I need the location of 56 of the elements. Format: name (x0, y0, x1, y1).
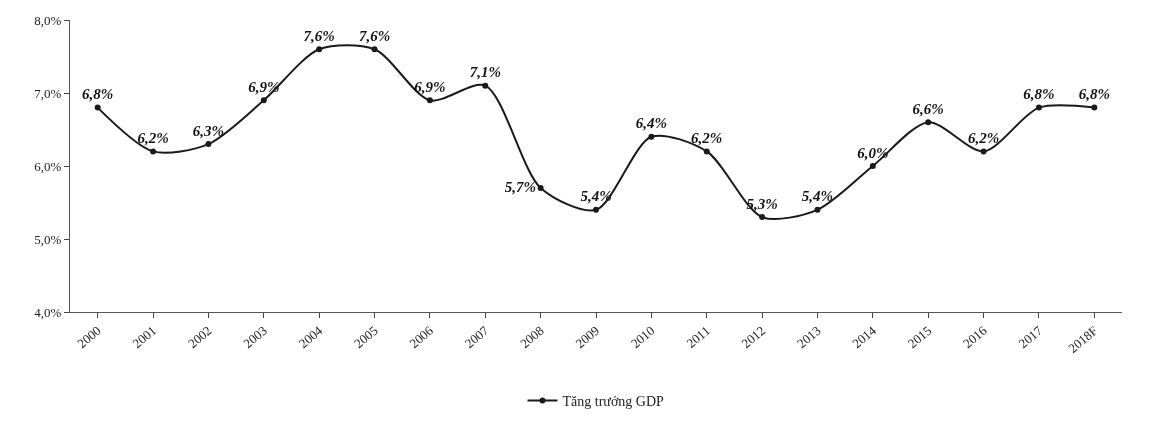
x-tick-label: 2007 (461, 322, 492, 352)
data-label: 6,3% (192, 122, 225, 139)
x-tick-label: 2015 (904, 322, 935, 352)
data-label: 6,4% (635, 115, 667, 132)
data-label: 7,6% (358, 27, 391, 44)
data-label: 6,9% (414, 78, 446, 95)
point (593, 206, 599, 213)
point (814, 206, 821, 213)
y-tick-label: 7,0% (34, 85, 62, 101)
data-label: 6,9% (248, 78, 280, 95)
point (980, 148, 987, 155)
point (260, 97, 267, 104)
data-label: 6,2% (137, 129, 169, 146)
point (703, 148, 710, 155)
data-label: 6,0% (857, 144, 889, 161)
y-tick-label: 5,0% (34, 231, 62, 247)
x-tick-label: 2004 (295, 322, 326, 352)
point (316, 46, 323, 53)
point (1035, 104, 1042, 111)
data-label: 6,2% (967, 129, 1000, 146)
data-label: 6,2% (691, 129, 723, 146)
point (371, 46, 378, 53)
data-label: 6,8% (1023, 86, 1055, 103)
x-tick-label: 2001 (129, 322, 160, 352)
point (150, 148, 157, 155)
data-label: 5,3% (746, 195, 778, 212)
point (537, 184, 544, 191)
y-tick-label: 6,0% (34, 158, 62, 174)
x-tick-label: 2013 (794, 322, 824, 352)
data-label: 5,4% (580, 188, 612, 205)
point (925, 119, 932, 126)
data-label: 6,6% (912, 100, 944, 117)
point (205, 141, 212, 148)
point (426, 97, 433, 104)
data-label: 5,7% (504, 178, 536, 195)
point (482, 82, 489, 89)
x-tick-label: 2009 (572, 322, 603, 352)
x-tick-label: 2011 (683, 322, 713, 351)
point (869, 163, 876, 169)
point (94, 104, 101, 111)
data-label: 7,6% (303, 27, 335, 44)
legend-label: Tăng trưởng GDP (562, 394, 665, 410)
x-tick-label: 2012 (738, 322, 769, 352)
x-tick-label: 2003 (240, 322, 270, 352)
data-label: 5,4% (801, 188, 834, 205)
x-tick-label: 2002 (184, 322, 215, 352)
data-label: 7,1% (469, 64, 501, 81)
point (759, 214, 766, 221)
y-tick-label: 8,0% (34, 12, 62, 28)
data-label: 6,8% (1078, 86, 1110, 103)
x-tick-label: 2000 (74, 322, 104, 352)
x-tick-label: 2010 (627, 322, 658, 352)
data-label: 6,8% (82, 86, 114, 103)
point (648, 133, 655, 140)
point (1091, 104, 1098, 111)
y-tick-label: 4,0% (34, 304, 62, 320)
